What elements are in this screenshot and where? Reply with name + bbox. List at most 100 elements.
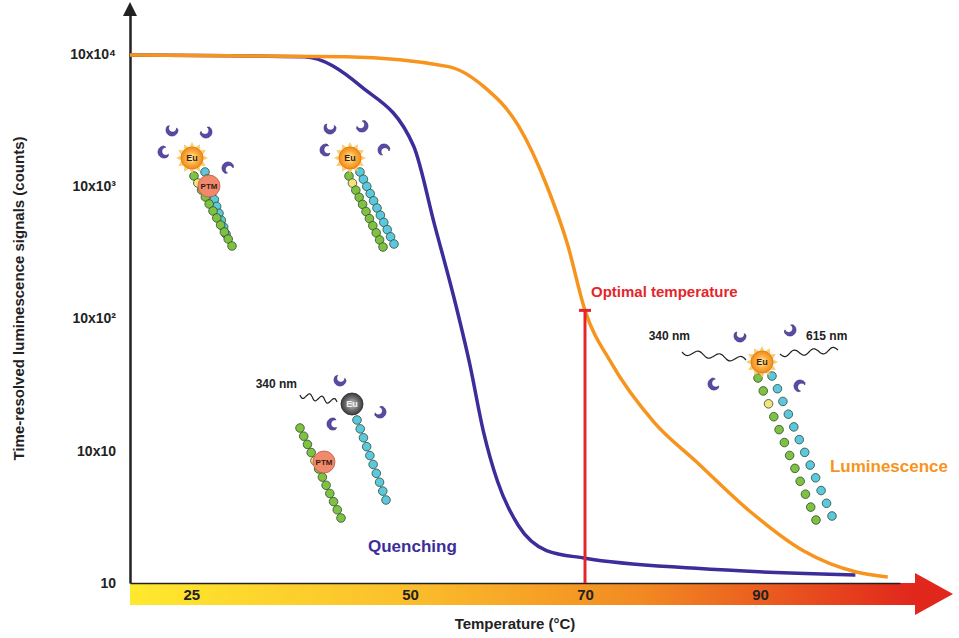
excitation-label: 340 nm: [649, 329, 690, 343]
bead: [779, 397, 788, 406]
bead: [806, 503, 815, 512]
bead: [379, 243, 388, 252]
bead: [356, 425, 365, 434]
bead: [318, 473, 327, 482]
bead: [375, 478, 384, 487]
quencher: [784, 325, 796, 336]
bead: [337, 514, 346, 523]
bead: [770, 412, 779, 421]
annotation-cap: [579, 309, 591, 312]
bead: [369, 460, 378, 469]
bead: [790, 423, 799, 432]
y-tick-label: 10: [100, 575, 116, 591]
y-tick-label: 10x10⁴: [70, 46, 116, 62]
quencher: [320, 144, 330, 156]
x-axis-line: [131, 583, 901, 585]
cartoon: Eu340 nm615 nm: [649, 325, 848, 525]
eu-circle: [751, 351, 773, 373]
cartoon: PTMEu340 nm: [256, 375, 391, 522]
y-tick: 10: [100, 575, 130, 591]
y-axis-line: [129, 15, 132, 584]
ptm-label: PTM: [316, 458, 333, 467]
plot-area: [130, 55, 888, 583]
quencher: [334, 375, 346, 386]
eu-glow: [334, 142, 366, 174]
quencher: [158, 146, 169, 158]
bead: [228, 242, 237, 251]
bead: [307, 448, 316, 457]
annotation-line: [584, 310, 587, 583]
x-tick: 70: [577, 583, 594, 603]
bead: [780, 438, 789, 447]
x-tick: 25: [183, 583, 200, 603]
y-tick-label: 10x10: [77, 443, 116, 459]
series-label: Quenching: [368, 537, 457, 556]
x-tick: 90: [752, 583, 769, 603]
quencher: [222, 162, 234, 173]
x-axis: 25 50 70 90: [131, 583, 901, 603]
bead: [759, 387, 768, 396]
quencher: [794, 380, 805, 392]
quencher: [166, 126, 178, 136]
bead: [796, 477, 805, 486]
series-line: [130, 55, 888, 577]
x-tick-label: 25: [183, 586, 200, 603]
y-tick-label: 10x10²: [72, 310, 116, 326]
bead: [791, 464, 800, 473]
bead: [372, 469, 381, 478]
temperature-bar: [130, 583, 915, 605]
bead: [329, 497, 338, 506]
bead: [362, 442, 371, 451]
bead: [299, 432, 308, 441]
bead: [784, 410, 793, 419]
bead: [775, 425, 784, 434]
bead: [296, 424, 305, 433]
bead: [817, 486, 826, 495]
bead: [811, 474, 820, 483]
series-label: Luminescence: [830, 457, 948, 476]
bead: [378, 487, 387, 496]
y-axis-arrow: [123, 2, 137, 16]
bead: [303, 440, 312, 449]
emission-label: 615 nm: [806, 329, 847, 343]
y-tick-label: 10x10³: [72, 178, 116, 194]
y-tick: 10x10⁴: [70, 46, 130, 62]
ptm-circle: [198, 175, 220, 197]
chart-container: 255070901010x1010x10²10x10³10x10⁴Optimal…: [0, 0, 959, 638]
quencher: [327, 418, 337, 430]
quencher: [357, 121, 368, 132]
ptm-circle: [313, 451, 335, 473]
cartoons: PTMEuEuPTMEu340 nmEu340 nm615 nm: [158, 121, 847, 525]
quencher: [734, 332, 746, 342]
quencher: [375, 406, 386, 418]
bead: [764, 400, 773, 409]
excitation-wave: [300, 394, 337, 403]
chart-svg: 255070901010x1010x10²10x10³10x10⁴Optimal…: [0, 0, 959, 638]
bead: [390, 240, 399, 249]
y-axis: 10 10x10 10x10² 10x10³ 10x10⁴: [70, 15, 130, 591]
bead: [359, 433, 368, 442]
eu-circle: [339, 147, 361, 169]
bead: [801, 490, 810, 499]
quencher: [200, 127, 212, 138]
bead: [773, 384, 782, 393]
excitation-wave: [682, 351, 746, 361]
eu-glow: [176, 142, 208, 174]
bead: [812, 516, 821, 525]
y-tick: 10x10²: [72, 310, 130, 326]
quencher: [708, 378, 719, 390]
bead: [828, 512, 837, 521]
bead: [785, 451, 794, 460]
bead: [806, 461, 815, 470]
x-tick: 50: [402, 583, 419, 603]
temperature-arrow: [915, 573, 953, 615]
bead: [366, 451, 375, 460]
bead: [333, 506, 342, 515]
eu-label: Eu: [186, 153, 198, 163]
background: [0, 0, 959, 638]
eu-glow: [746, 346, 778, 378]
quencher: [378, 144, 390, 155]
x-tick-label: 50: [402, 586, 419, 603]
eu-circle: [341, 393, 363, 415]
bead: [353, 416, 362, 425]
